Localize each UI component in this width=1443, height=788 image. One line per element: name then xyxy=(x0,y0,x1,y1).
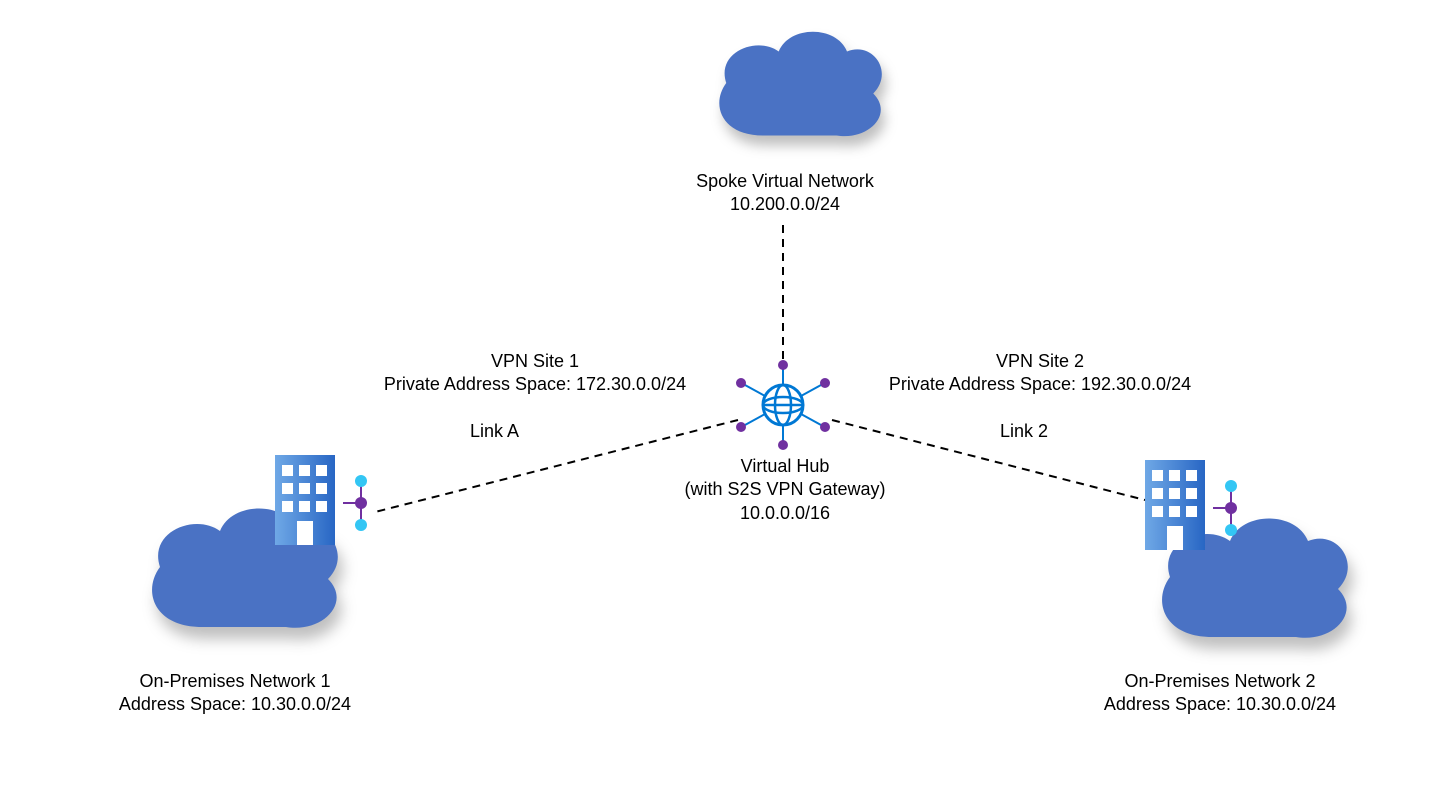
vpnsite1-title: VPN Site 1 xyxy=(370,350,700,373)
onprem2-title: On-Premises Network 2 xyxy=(1080,670,1360,693)
spoke-label: Spoke Virtual Network 10.200.0.0/24 xyxy=(680,170,890,217)
onprem2-icon xyxy=(1145,460,1348,638)
link-a-label: Link A xyxy=(470,420,519,443)
onprem2-subtitle: Address Space: 10.30.0.0/24 xyxy=(1080,693,1360,716)
vpnsite2-title: VPN Site 2 xyxy=(870,350,1210,373)
onprem1-subtitle: Address Space: 10.30.0.0/24 xyxy=(95,693,375,716)
hub-title: Virtual Hub xyxy=(660,455,910,478)
onprem1-title: On-Premises Network 1 xyxy=(95,670,375,693)
vpnsite2-sub: Private Address Space: 192.30.0.0/24 xyxy=(870,373,1210,396)
spoke-subtitle: 10.200.0.0/24 xyxy=(680,193,890,216)
spoke-title: Spoke Virtual Network xyxy=(680,170,890,193)
link-2-label: Link 2 xyxy=(1000,420,1048,443)
onprem2-label: On-Premises Network 2 Address Space: 10.… xyxy=(1080,670,1360,717)
vpnsite2-label: VPN Site 2 Private Address Space: 192.30… xyxy=(870,350,1210,397)
hub-label: Virtual Hub (with S2S VPN Gateway) 10.0.… xyxy=(660,455,910,525)
hub-subtitle1: (with S2S VPN Gateway) xyxy=(660,478,910,501)
spoke-cloud-icon xyxy=(719,32,882,136)
hub-subtitle2: 10.0.0.0/16 xyxy=(660,502,910,525)
vpnsite1-label: VPN Site 1 Private Address Space: 172.30… xyxy=(370,350,700,397)
vpnsite1-sub: Private Address Space: 172.30.0.0/24 xyxy=(370,373,700,396)
hub-icon xyxy=(736,360,830,450)
onprem1-icon xyxy=(152,455,367,628)
onprem1-label: On-Premises Network 1 Address Space: 10.… xyxy=(95,670,375,717)
